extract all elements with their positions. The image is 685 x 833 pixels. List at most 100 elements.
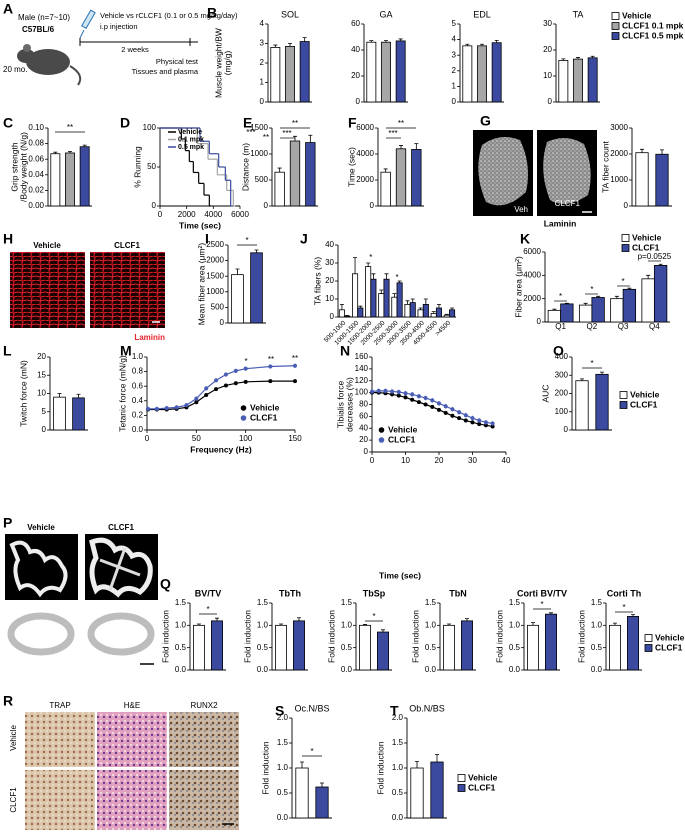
y-tick-label: 1.5 [591,598,603,607]
bar [655,153,669,207]
x-tick-label: 30 [468,456,477,465]
y-tick-label: 60 [359,411,368,420]
bar [477,45,487,103]
bar [383,278,390,318]
x-tick-label: >4500 [434,319,452,337]
bar [366,41,377,103]
legend-label: Vehicle [622,10,652,20]
y-axis-label: Muscle weight/BW [213,28,223,98]
bar [357,307,364,318]
point [293,363,297,368]
bar [609,624,621,671]
point [174,405,179,410]
y-tick-label: 0.2 [132,411,144,420]
x-tick-label: 50 [192,434,201,443]
y-tick-label: 0.5 [257,643,269,652]
point [437,401,441,406]
point [293,379,297,384]
significance: * [590,359,593,368]
bar [430,761,444,819]
trabecular-bone [9,540,68,598]
error-bar [646,274,651,279]
bar [587,57,598,103]
error-bar [613,622,617,626]
legend-label: Vehicle [468,772,498,782]
point [390,392,395,397]
point [403,395,408,400]
error-bar [660,149,664,155]
y-tick-label: 1.0 [425,620,437,629]
x-tick-label: Q4 [649,322,660,331]
legend-swatch [240,415,247,421]
y-tick-label: 1.5 [257,598,269,607]
image-panel-h: H Vehicle CLCF1 Laminin [3,231,165,342]
y-tick-label: 0.0 [277,813,289,822]
bar [50,153,61,207]
y-axis-label: Mean fiber area (μm²) [196,243,206,326]
y-axis-label: Fold induction [326,610,336,663]
significance: * [395,273,398,282]
bar [545,613,557,671]
y-tick-label: 300 [555,370,569,379]
chart-title: TbSp [363,588,386,598]
bar [211,620,223,671]
chart-title: TA [573,9,584,19]
cohort: Male (n=7~10) [18,13,70,22]
bar [461,620,473,671]
y-tick-label: 0 [264,201,269,210]
bar [404,303,411,318]
y-tick-label: 140 [355,364,369,373]
error-bar [600,371,604,375]
y-tick-label: 3 [260,39,265,48]
chart-title: Ob.N/BS [409,703,445,713]
point [477,418,482,423]
chart-title: TbN [449,588,467,598]
y-tick-label: 0.10 [28,123,44,132]
error-bar [596,295,601,298]
point [437,407,441,412]
error-bar [197,623,201,626]
row-label: Vehicle [9,725,18,751]
panel-label: C [3,115,13,131]
y-tick-label: 0.6 [132,381,144,390]
error-bar [273,44,278,48]
y-tick-label: 10 [37,389,46,398]
bar [653,265,668,323]
legend-swatch [457,784,466,792]
legend-swatch [621,244,630,252]
y-tick-label: 1.5 [341,598,353,607]
y-tick-label: 80 [359,400,368,409]
bar [72,397,85,431]
y-tick-label: 2000 [610,149,628,158]
y-tick-label: 1.0 [132,352,144,361]
y-tick-label: 0.0 [341,665,353,674]
y-tick-label: 160 [355,352,369,361]
error-bar [398,38,403,41]
error-bar [363,624,367,626]
chart-title: Corti BV/TV [517,588,567,598]
significance: *** [282,129,291,138]
point [233,381,238,386]
x-tick-label: 0 [370,456,375,465]
error-bar [345,315,350,317]
image-panel-r: R TRAP H&E RUNX2 Vehicle CLCF1 [3,693,239,830]
point [154,406,159,411]
y-tick-label: 0.02 [28,186,44,195]
error-bar [631,614,635,617]
mouse-ear [23,44,31,52]
point [477,422,482,427]
cortical-ring [87,612,155,656]
bar [449,309,456,318]
bar [410,767,424,819]
image-label: Vehicle [33,241,61,250]
error-bar [358,305,363,308]
y-tick-label: 1000 [206,287,224,296]
error-bar [447,623,451,626]
y-tick-label: 20 [351,71,360,80]
error-bar [215,617,219,621]
panel-label: G [480,113,491,129]
bar [443,314,450,318]
x-tick-label: Q1 [555,322,566,331]
y-tick-label: 0.0 [392,813,404,822]
x-tick-label: 100 [239,434,253,443]
